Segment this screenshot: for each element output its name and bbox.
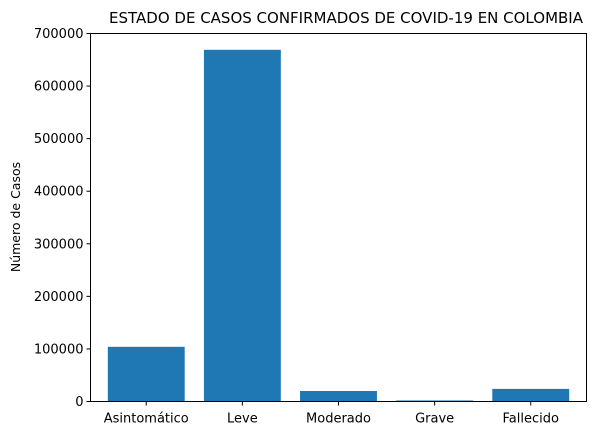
y-tick-label: 400000: [34, 185, 84, 200]
y-axis-label: Número de Casos: [8, 162, 23, 272]
x-axis-ticks: Asintomático Leve Moderado Grave Fallecido: [104, 401, 559, 427]
bars-group: [107, 49, 570, 402]
bar-leve: [203, 49, 281, 402]
x-tick-label: Grave: [415, 412, 454, 427]
bar-fallecido: [492, 388, 570, 402]
y-tick-label: 100000: [34, 342, 84, 357]
y-axis-ticks: 0 100000 200000 300000 400000 500000 600000 700…: [34, 27, 91, 410]
y-tick-label: 200000: [34, 290, 84, 305]
y-tick-label: 500000: [34, 132, 84, 147]
x-tick-label: Asintomático: [104, 412, 189, 427]
bar-grave: [396, 400, 474, 402]
bar-moderado: [300, 390, 377, 402]
chart-title: ESTADO DE CASOS CONFIRMADOS DE COVID-19 …: [109, 9, 584, 27]
y-tick-label: 0: [75, 395, 83, 410]
x-tick-label: Moderado: [306, 412, 371, 427]
y-tick-label: 700000: [34, 27, 84, 42]
bar-asintomático: [107, 346, 185, 402]
x-tick-label: Leve: [227, 412, 258, 427]
x-tick-label: Fallecido: [503, 412, 559, 427]
y-tick-label: 300000: [34, 237, 84, 252]
plot-frame: [90, 33, 587, 402]
y-tick-label: 600000: [34, 80, 84, 95]
